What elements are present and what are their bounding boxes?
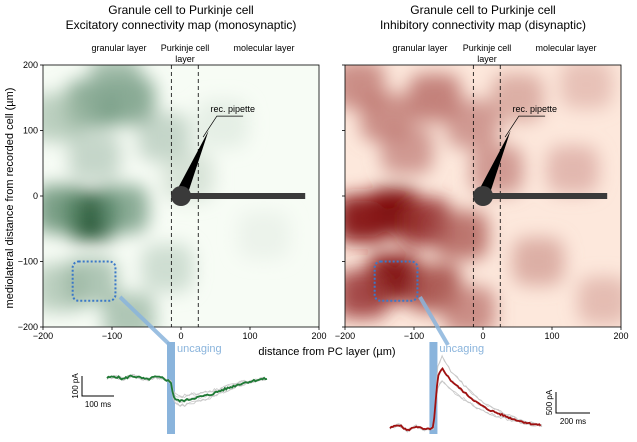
left-hotspot-12: [141, 244, 194, 293]
right-x-tick-label-2: 0: [480, 331, 485, 341]
right-hotspot-15: [546, 145, 599, 194]
epsc-average-trace: [106, 374, 268, 403]
epsc-link-line: [118, 295, 172, 347]
left-layer-label-molecular: molecular layer: [233, 43, 294, 53]
right-stimulus-box: [373, 260, 419, 302]
epsc-scale-x-label: 100 ms: [85, 400, 111, 409]
right-x-tick-label-1: −100: [404, 331, 424, 341]
left-hotspot-11: [137, 113, 190, 162]
right-pipette-leader: [504, 115, 546, 138]
ipsc-trial-trace-2: [389, 354, 543, 432]
inhibitory-panel: Granule cell to Purkinje cell Inhibitory…: [335, 3, 629, 341]
left-hotspot-9: [65, 257, 118, 306]
ipsc-link-line: [418, 295, 450, 347]
left-cell-soma: [171, 186, 191, 206]
right-cell-soma: [473, 186, 493, 206]
x-axis-label: distance from PC layer (µm): [258, 346, 395, 358]
left-title: Granule cell to Purkinje cell: [108, 3, 253, 17]
right-x-tick-label-3: 100: [544, 331, 559, 341]
right-pipette-tip: [479, 130, 511, 193]
ipsc-scale-y-label: 500 pA: [545, 389, 554, 415]
left-recording-pipette: rec. pipette: [171, 104, 306, 206]
right-hotspot-16: [577, 276, 621, 325]
left-hotspot-7: [68, 132, 121, 181]
right-hotspot-10: [381, 126, 434, 175]
right-hotspot-11: [446, 99, 499, 148]
right-layer-labels: granular layer Purkinje cell layer molec…: [392, 43, 596, 64]
left-y-tick-label-3: −100: [18, 257, 38, 267]
right-hotspot-6: [436, 211, 489, 260]
left-y-tick-label-1: 100: [23, 126, 38, 136]
right-layer-label-purkinje: Purkinje cell: [463, 43, 512, 53]
left-pipette-label: rec. pipette: [210, 104, 255, 114]
left-hotspot-6: [43, 93, 83, 142]
left-x-tick-label-4: 200: [311, 331, 326, 341]
epsc-scale-bar: [81, 376, 114, 397]
left-pipette-leader: [202, 115, 244, 138]
epsc-uncaging-label: uncaging: [177, 343, 222, 355]
right-pipette-label: rec. pipette: [512, 104, 557, 114]
right-layer-label-purkinje-2: layer: [477, 54, 497, 64]
left-layer-label-purkinje-2: layer: [175, 54, 195, 64]
left-hotspot-5: [89, 65, 142, 106]
left-hotspot-2: [96, 185, 149, 234]
epsc-trial-trace-2: [106, 373, 265, 408]
ipsc-uncaging-bar: [429, 342, 438, 434]
right-layer-label-molecular: molecular layer: [535, 43, 596, 53]
ipsc-scale-x-label: 200 ms: [560, 417, 586, 426]
left-heatmap-field: [43, 65, 290, 327]
left-layer-labels: granular layer Purkinje cell layer molec…: [91, 43, 294, 64]
left-layer-label-purkinje: Purkinje cell: [161, 43, 210, 53]
right-hotspot-12: [491, 73, 544, 122]
right-hotspot-14: [512, 237, 565, 286]
left-hotspot-14: [196, 99, 249, 148]
left-y-tick-label-0: 200: [23, 60, 38, 70]
right-layer-label-granular: granular layer: [392, 43, 447, 53]
ipsc-scale-bar: [555, 392, 590, 414]
left-y-axis: 200 100 0 −100 −200: [18, 60, 43, 332]
ipsc-average-trace: [389, 366, 542, 432]
right-subtitle: Inhibitory connectivity map (disynaptic): [380, 18, 586, 32]
right-hotspot-1: [345, 194, 389, 243]
right-layer-boundaries: [472, 65, 501, 327]
epsc-trial-trace-4: [106, 374, 265, 403]
right-hotspot-17: [560, 65, 613, 109]
right-hotspot-4: [345, 270, 389, 319]
left-x-tick-label-0: −200: [33, 331, 53, 341]
epsc-scale-y-label: 100 pA: [71, 373, 80, 399]
right-hotspot-9: [345, 65, 385, 109]
left-y-tick-label-2: 0: [33, 191, 38, 201]
left-pipette-tip: [177, 130, 209, 193]
left-x-tick-label-1: −100: [102, 331, 122, 341]
left-hotspot-15: [237, 211, 290, 260]
ipsc-inset: uncaging 500 pA 200 ms: [389, 295, 590, 434]
ipsc-trial-trace-0: [389, 379, 543, 431]
right-recording-pipette: rec. pipette: [473, 104, 608, 206]
right-x-axis: −200 −100 0 100 200: [335, 327, 629, 341]
ipsc-trial-trace-3: [389, 381, 543, 432]
epsc-trial-trace-1: [106, 375, 265, 403]
left-layer-label-granular: granular layer: [91, 43, 146, 53]
epsc-inset: uncaging 100 pA 100 ms: [71, 295, 268, 434]
left-subtitle: Excitatory connectivity map (monosynapti…: [66, 18, 297, 32]
left-y-tick-label-4: −200: [18, 322, 38, 332]
right-title: Granule cell to Purkinje cell: [410, 3, 555, 17]
ipsc-uncaging-label: uncaging: [439, 343, 484, 355]
left-stimulus-box: [71, 260, 117, 302]
right-x-tick-label-0: −200: [335, 331, 355, 341]
left-layer-boundaries: [170, 65, 199, 327]
epsc-trial-trace-5: [106, 375, 265, 407]
y-axis-label: mediolateral distance from recorded cell…: [4, 88, 16, 309]
right-hotspot-18: [443, 286, 496, 327]
left-hotspot-1: [43, 185, 87, 234]
excitatory-panel: Granule cell to Purkinje cell Excitatory…: [4, 3, 327, 341]
right-y-axis: [342, 64, 345, 328]
left-x-tick-label-2: 0: [178, 331, 183, 341]
left-x-tick-label-3: 100: [242, 331, 257, 341]
left-x-axis: −200 −100 0 100 200: [33, 327, 327, 341]
right-x-tick-label-4: 200: [613, 331, 628, 341]
epsc-trial-trace-3: [106, 375, 265, 398]
